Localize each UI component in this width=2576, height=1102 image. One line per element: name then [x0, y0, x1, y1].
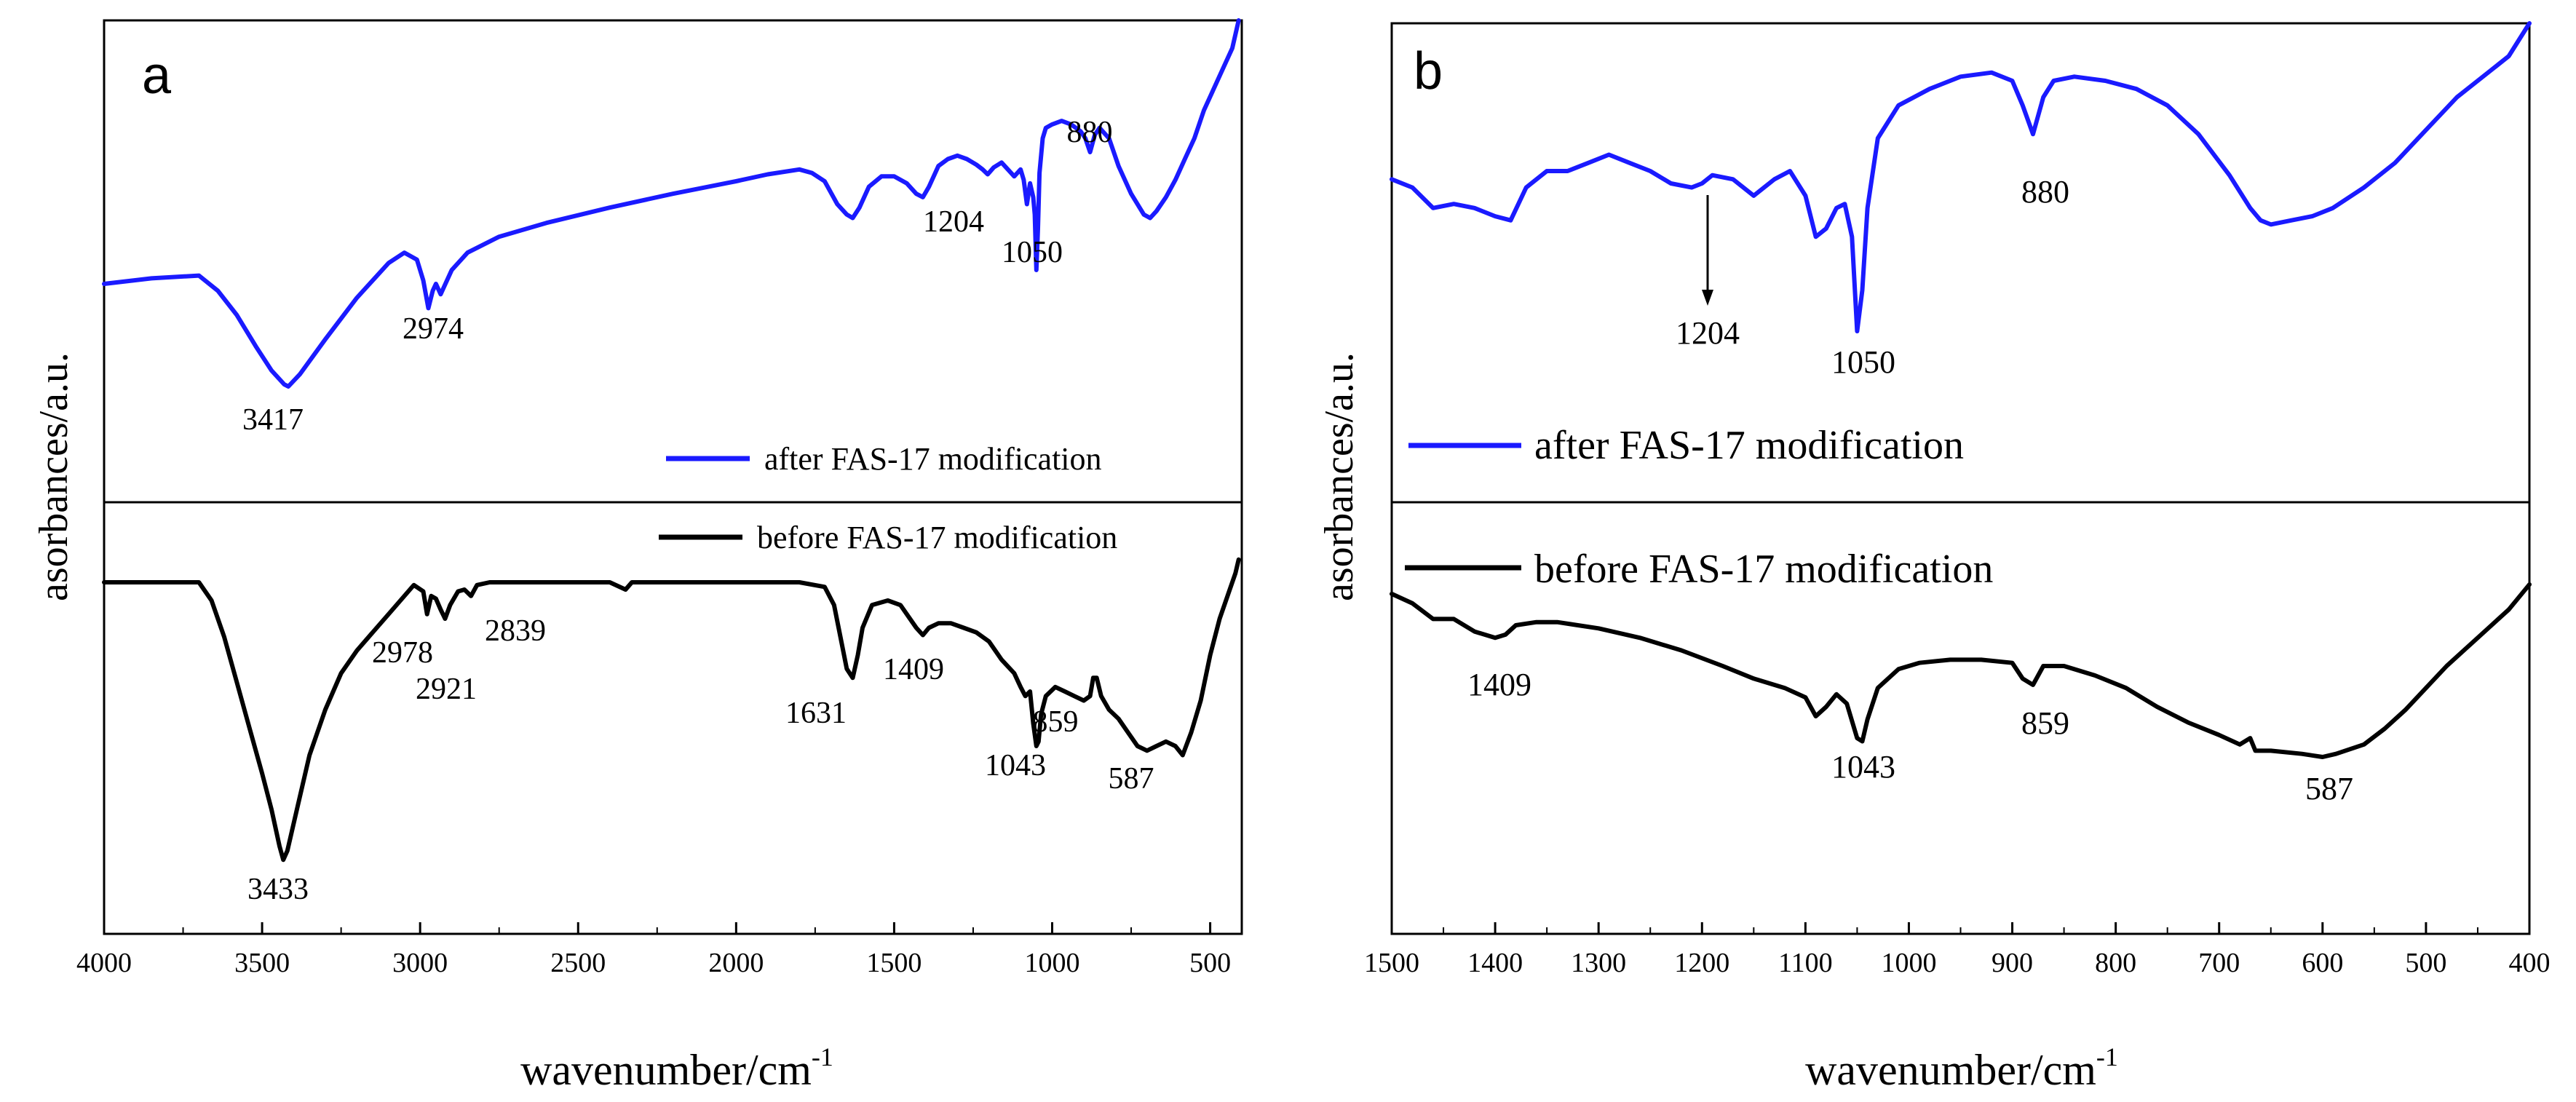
peak-label-before-587: 587 [1109, 762, 1154, 796]
peak-label-before-1631: 1631 [785, 697, 847, 730]
panel-b-y-axis-label: asorbances/a.u. [1317, 352, 1362, 601]
panel-a-x-axis-label: wavenumber/cm-1 [520, 1042, 833, 1094]
panel-b-x-axis: 1500 1400 1300 1200 1100 1000 900 800 700 600 500 4… [1364, 922, 2551, 978]
peak-label-before-2978: 2978 [372, 636, 433, 670]
x-tick-label: 2000 [708, 948, 764, 978]
peak-label-after-880: 880 [2021, 174, 2069, 210]
x-tick-label: 1000 [1881, 948, 1936, 978]
x-tick-label: 500 [1189, 948, 1231, 978]
peak-label-before-2921: 2921 [416, 673, 477, 706]
before-modification-curve [1390, 582, 2532, 759]
panel-b-before-legend-label: before FAS-17 modification [1534, 547, 1993, 592]
panel-a: a 4000 3500 3000 2500 2000 1500 1000 500 asorba… [31, 18, 1243, 1094]
peak-label-before-587: 587 [2305, 771, 2353, 806]
peak-label-before-1409: 1409 [883, 653, 944, 686]
before-modification-curve [102, 557, 1241, 863]
peak-label-before-3433: 3433 [247, 873, 309, 906]
x-tick-label: 1500 [866, 948, 922, 978]
after-modification-curve [1390, 21, 2532, 333]
peak-label-before-2839: 2839 [485, 614, 546, 648]
peak-label-before-1409: 1409 [1467, 667, 1531, 702]
x-tick-label: 600 [2302, 948, 2343, 978]
peak-label-after-2974: 2974 [403, 312, 464, 346]
x-tick-label: 3500 [234, 948, 290, 978]
panel-b-after-legend-label: after FAS-17 modification [1534, 423, 1964, 468]
panel-b-1204-arrow-head [1702, 290, 1713, 306]
x-tick-label: 1500 [1364, 948, 1419, 978]
panel-a-before-legend: before FAS-17 modification [659, 520, 1117, 555]
x-tick-label: 1000 [1025, 948, 1080, 978]
peak-label-before-859: 859 [2021, 705, 2069, 741]
panel-a-label: a [142, 47, 172, 105]
after-modification-curve [102, 18, 1241, 389]
x-tick-label: 3000 [392, 948, 448, 978]
x-tick-label: 4000 [76, 948, 132, 978]
peak-label-after-1050: 1050 [1831, 344, 1895, 380]
panel-a-frame [103, 19, 1243, 935]
panel-b-after-legend: after FAS-17 modification [1408, 423, 1964, 468]
panel-a-after-legend: after FAS-17 modification [666, 441, 1102, 477]
panel-b-before-legend: before FAS-17 modification [1405, 547, 1993, 592]
peak-label-after-880: 880 [1067, 116, 1113, 149]
x-tick-label: 800 [2095, 948, 2136, 978]
panel-b: b 1500 1400 1300 1200 1100 1000 900 800 700 600 50… [1317, 21, 2551, 1094]
x-tick-label: 2500 [550, 948, 606, 978]
peak-label-after-3417: 3417 [242, 403, 304, 437]
x-tick-label: 400 [2509, 948, 2551, 978]
x-tick-label: 700 [2198, 948, 2240, 978]
panel-b-x-axis-label: wavenumber/cm-1 [1805, 1042, 2118, 1094]
peak-label-after-1204: 1204 [1676, 315, 1740, 351]
panel-a-before-legend-label: before FAS-17 modification [757, 520, 1117, 555]
peak-label-before-1043: 1043 [985, 749, 1046, 782]
panel-a-x-axis: 4000 3500 3000 2500 2000 1500 1000 500 [76, 922, 1231, 978]
panel-b-frame [1390, 22, 2531, 935]
panel-a-y-axis-label: asorbances/a.u. [31, 352, 76, 601]
x-tick-label: 1400 [1467, 948, 1523, 978]
peak-label-after-1050: 1050 [1002, 236, 1063, 269]
x-tick-label: 900 [1992, 948, 2033, 978]
peak-label-after-1204: 1204 [923, 205, 984, 239]
peak-label-before-1043: 1043 [1831, 749, 1895, 785]
x-tick-label: 1100 [1778, 948, 1833, 978]
panel-b-label: b [1414, 42, 1443, 100]
panel-a-after-legend-label: after FAS-17 modification [764, 441, 1102, 477]
x-tick-label: 1200 [1674, 948, 1729, 978]
x-tick-label: 500 [2405, 948, 2446, 978]
x-tick-label: 1300 [1571, 948, 1626, 978]
peak-label-before-859: 859 [1033, 705, 1079, 739]
